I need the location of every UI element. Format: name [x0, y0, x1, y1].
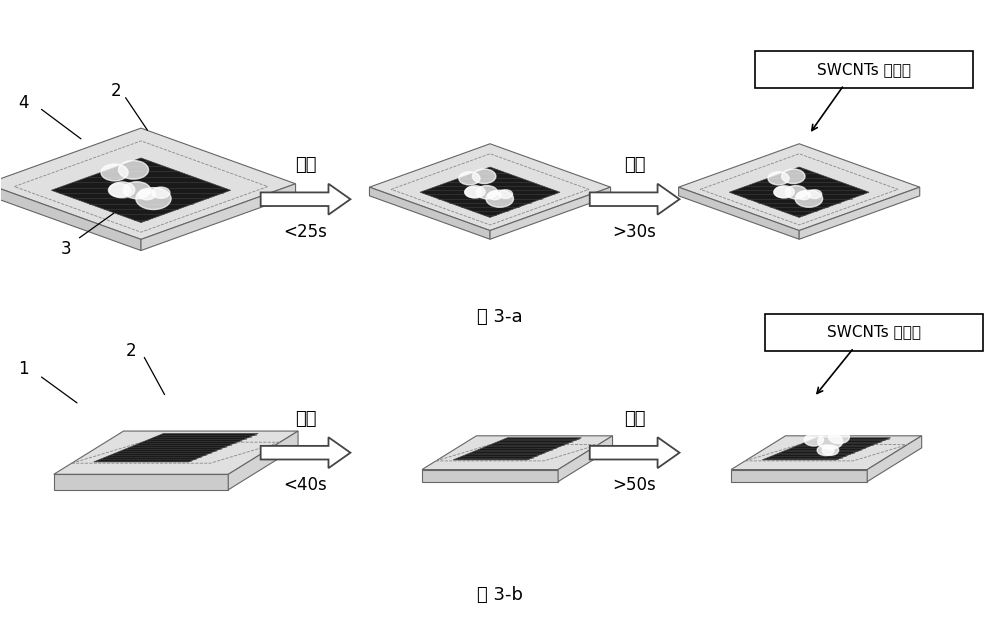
Circle shape	[136, 188, 171, 209]
Circle shape	[782, 169, 805, 184]
Polygon shape	[490, 187, 611, 239]
Text: 2: 2	[126, 342, 136, 360]
Polygon shape	[731, 469, 867, 482]
Circle shape	[818, 433, 843, 449]
Polygon shape	[141, 184, 296, 250]
Circle shape	[804, 434, 823, 446]
Polygon shape	[453, 438, 581, 460]
Polygon shape	[0, 184, 141, 250]
Polygon shape	[422, 469, 558, 482]
Text: 图 3-b: 图 3-b	[477, 586, 523, 604]
Circle shape	[486, 190, 513, 207]
Text: SWCNTs 脱落处: SWCNTs 脱落处	[827, 325, 921, 340]
Text: 超声: 超声	[624, 410, 645, 428]
Circle shape	[465, 186, 485, 198]
Polygon shape	[54, 431, 298, 474]
Polygon shape	[420, 167, 560, 217]
Circle shape	[785, 186, 807, 199]
Text: 4: 4	[18, 94, 29, 112]
Polygon shape	[867, 436, 922, 482]
Polygon shape	[799, 187, 920, 239]
Polygon shape	[369, 144, 611, 230]
Text: 图 3-a: 图 3-a	[477, 307, 523, 325]
Circle shape	[822, 445, 839, 455]
Circle shape	[101, 164, 128, 181]
Polygon shape	[261, 184, 350, 215]
Circle shape	[797, 191, 811, 200]
Circle shape	[472, 169, 496, 184]
Polygon shape	[369, 187, 490, 239]
Polygon shape	[54, 474, 228, 490]
Polygon shape	[679, 144, 920, 230]
Circle shape	[152, 187, 170, 198]
FancyBboxPatch shape	[755, 51, 973, 88]
Circle shape	[774, 186, 794, 198]
Text: 超声: 超声	[295, 156, 316, 175]
Circle shape	[123, 182, 151, 199]
Circle shape	[808, 190, 822, 199]
Text: 1: 1	[18, 360, 29, 378]
Polygon shape	[228, 431, 298, 490]
Polygon shape	[94, 433, 258, 462]
Polygon shape	[51, 158, 231, 222]
Polygon shape	[0, 128, 296, 240]
Polygon shape	[762, 438, 891, 460]
Polygon shape	[590, 437, 680, 468]
Text: SWCNTs 脱落处: SWCNTs 脱落处	[817, 62, 911, 77]
Polygon shape	[558, 436, 613, 482]
Text: 超声: 超声	[624, 156, 645, 175]
Circle shape	[488, 191, 501, 200]
Circle shape	[768, 172, 789, 185]
Circle shape	[108, 183, 130, 197]
Polygon shape	[731, 436, 922, 469]
Text: 超声: 超声	[295, 410, 316, 428]
Polygon shape	[261, 437, 350, 468]
Text: <40s: <40s	[284, 476, 327, 494]
Circle shape	[795, 190, 823, 207]
Text: >30s: >30s	[613, 223, 657, 241]
Circle shape	[476, 186, 498, 199]
Text: 3: 3	[61, 240, 72, 258]
Circle shape	[118, 160, 149, 179]
Circle shape	[829, 430, 849, 443]
Circle shape	[109, 182, 135, 197]
Text: 2: 2	[111, 82, 121, 100]
Polygon shape	[590, 184, 680, 215]
Text: <25s: <25s	[284, 223, 327, 241]
Circle shape	[817, 445, 834, 456]
Circle shape	[774, 187, 791, 197]
Circle shape	[465, 187, 482, 197]
Text: >50s: >50s	[613, 476, 656, 494]
Polygon shape	[729, 167, 869, 217]
Circle shape	[499, 190, 513, 199]
Circle shape	[138, 189, 156, 200]
Circle shape	[459, 172, 480, 185]
Polygon shape	[679, 187, 799, 239]
FancyBboxPatch shape	[765, 314, 983, 351]
Polygon shape	[422, 436, 613, 469]
